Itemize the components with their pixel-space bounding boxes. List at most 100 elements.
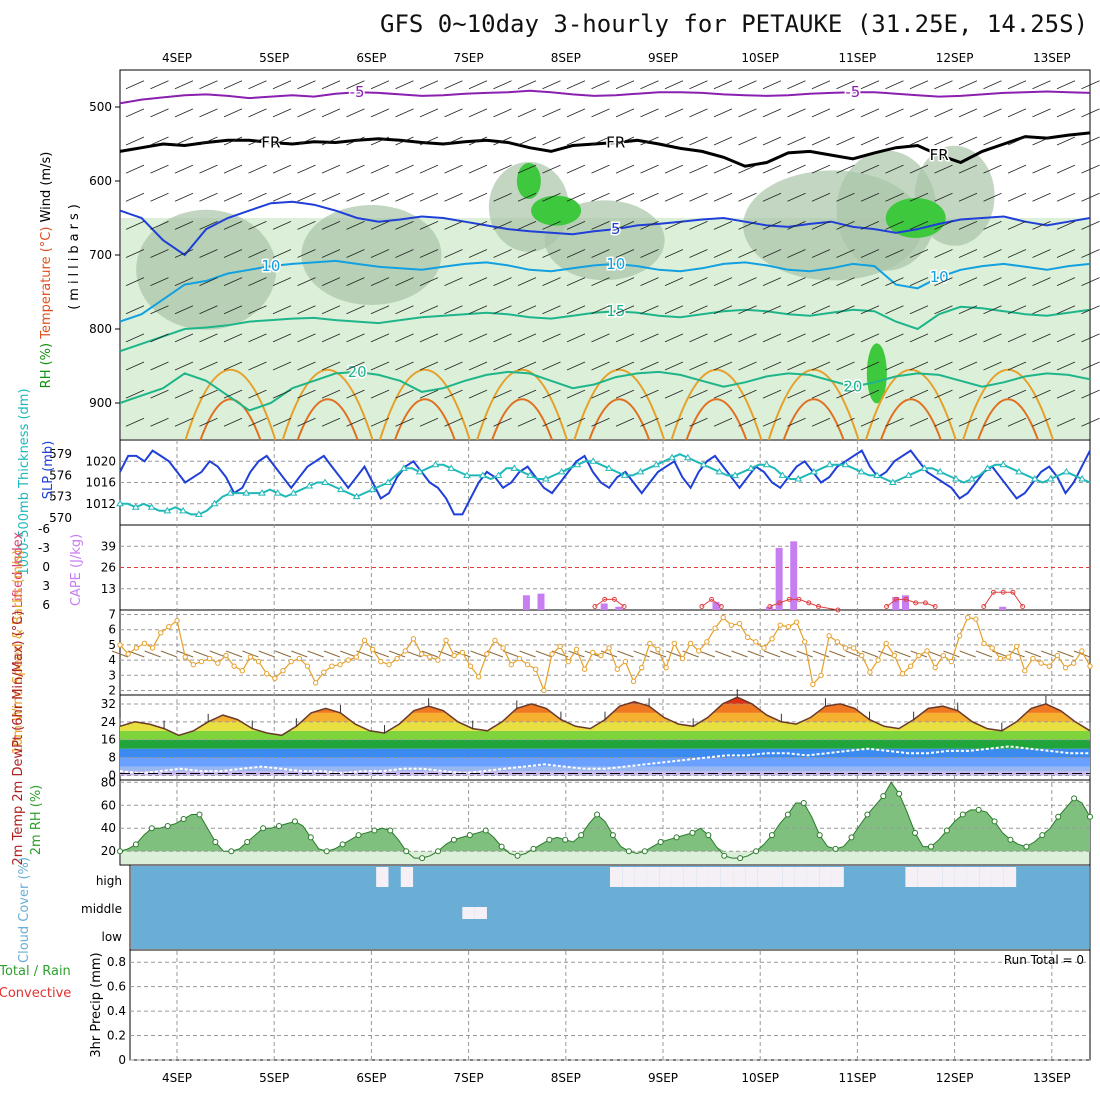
wind-barb — [738, 136, 757, 146]
wind-barb — [346, 80, 365, 90]
wind-barb — [885, 80, 904, 90]
wind-barb — [150, 108, 169, 118]
wind-barb — [664, 108, 684, 118]
cloud-gap-high — [905, 867, 918, 887]
wind-barb — [297, 80, 316, 90]
wind-speed-marker — [475, 674, 482, 680]
wind-speed-marker — [1030, 655, 1036, 662]
wind-speed-marker — [410, 636, 417, 642]
wind-speed-marker — [687, 640, 694, 647]
wind-barb — [860, 136, 880, 146]
wind-barb — [894, 650, 911, 658]
wind-barb — [346, 305, 365, 315]
wind-barb — [174, 305, 194, 315]
thickness-marker — [179, 506, 187, 514]
wind-barb — [909, 249, 929, 258]
wind-barb — [885, 249, 904, 258]
wind-barb — [199, 221, 218, 230]
wind-barb — [272, 221, 292, 230]
thickness-marker — [352, 492, 361, 500]
wind-barb — [493, 136, 512, 146]
wind-barb — [444, 305, 463, 315]
wind-barb — [566, 389, 586, 399]
thickness-marker — [131, 503, 140, 510]
li-ytick: -6 — [38, 522, 50, 536]
wind-barb — [878, 650, 895, 658]
wind-barb — [1056, 136, 1076, 146]
thickness-marker — [1062, 467, 1071, 475]
wind-ylabel: 10m Wind Speed & Barbs (m/s) — [11, 550, 26, 755]
thickness-marker — [147, 503, 156, 510]
wind-barb — [762, 277, 782, 287]
wind-speed-marker — [459, 649, 466, 656]
wind-barb — [468, 221, 488, 230]
wind-barb — [321, 108, 341, 118]
wind-speed-marker — [761, 645, 767, 651]
wind-barb — [370, 192, 390, 202]
wind-speed-marker — [916, 652, 922, 659]
wind-barb — [346, 192, 365, 202]
wind-barb — [150, 80, 169, 90]
contour-label: 5 — [611, 220, 621, 238]
cloud-gap-high — [806, 867, 820, 887]
wind-speed-marker — [288, 658, 294, 665]
wind-barb — [615, 417, 635, 427]
wind-barb — [762, 333, 782, 343]
wind-barb — [566, 305, 586, 315]
wind-barb — [787, 108, 806, 118]
wind-barb — [468, 249, 488, 258]
rh-marker — [848, 834, 855, 841]
wind-barb — [713, 80, 733, 90]
wind-speed-marker — [174, 617, 180, 624]
li-marker — [777, 600, 783, 606]
rh-marker — [132, 841, 139, 848]
rh-shade-bright — [531, 195, 582, 226]
rh-marker — [1023, 843, 1030, 850]
wind-barb — [738, 80, 757, 90]
wind-speed-marker — [981, 640, 987, 647]
rh-marker — [1055, 813, 1062, 820]
li-ylabel: Lifted Index — [11, 531, 26, 608]
wind-barb — [566, 192, 586, 202]
ytick: 3 — [108, 668, 116, 682]
wind-barb — [395, 305, 414, 315]
wind-barb — [689, 136, 708, 146]
wind-speed-marker — [239, 668, 245, 674]
wind-barb — [174, 417, 194, 427]
rh-marker — [514, 852, 521, 859]
cloud-level-label: middle — [81, 902, 122, 916]
wind-barb — [689, 333, 708, 343]
wind-barb — [542, 108, 561, 118]
wind-barb — [640, 417, 659, 427]
wind-barb — [958, 136, 978, 146]
wind-barb — [272, 192, 292, 202]
wind-barb — [983, 389, 1002, 399]
ytick: 40 — [101, 821, 116, 835]
thickness-marker — [557, 467, 566, 475]
wind-barb — [860, 108, 880, 118]
temp-band — [120, 721, 1090, 731]
li-marker — [709, 596, 715, 602]
wind-barb — [1081, 277, 1100, 287]
wind-barb — [689, 305, 708, 315]
wind-barb — [321, 361, 341, 371]
wind-barb — [444, 80, 463, 90]
thickness-marker — [1030, 474, 1039, 482]
wind-barb — [468, 417, 488, 427]
wind-barb — [762, 305, 782, 315]
wind-barb — [811, 417, 831, 427]
upper-yunit: (millibars) — [67, 200, 82, 310]
rh-marker — [657, 839, 664, 846]
wind-barb — [689, 192, 708, 202]
wind-barb — [321, 221, 341, 230]
wind-barb — [787, 136, 806, 146]
wind-barb — [223, 192, 243, 202]
thickness-marker — [273, 489, 282, 496]
temp-arch-25 — [476, 368, 569, 441]
wind-barb — [934, 277, 953, 287]
wind-barb — [649, 650, 667, 658]
wind-barb — [983, 277, 1002, 287]
temp-arch-25 — [670, 368, 763, 441]
cloud-gap-high — [646, 867, 660, 887]
